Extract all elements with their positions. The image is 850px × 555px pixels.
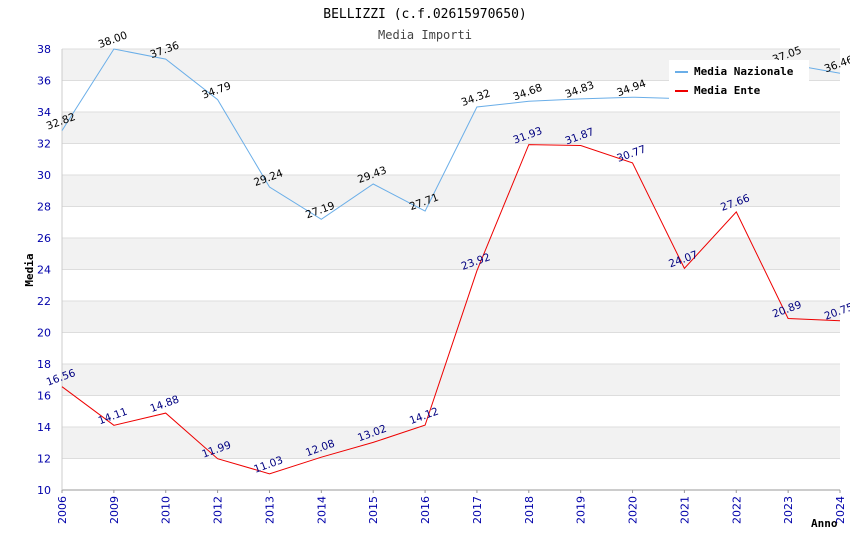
x-tick-label: 2015 — [367, 496, 380, 524]
y-tick-label: 34 — [37, 106, 51, 119]
data-label-media-nazionale: 34.68 — [512, 82, 544, 104]
y-tick-label: 12 — [37, 453, 51, 466]
data-label-media-nazionale: 38.00 — [97, 29, 129, 51]
y-tick-label: 24 — [37, 264, 51, 277]
x-tick-label: 2009 — [108, 496, 121, 524]
x-tick-label: 2014 — [315, 496, 328, 524]
grid-band — [62, 301, 840, 333]
x-tick-label: 2023 — [782, 496, 795, 524]
series-line-media-ente — [61, 144, 841, 475]
x-tick-label: 2024 — [834, 496, 847, 524]
data-label-media-ente: 14.12 — [408, 406, 440, 428]
grid-bands — [62, 49, 840, 459]
chart-title: BELLIZZI (c.f.02615970650) — [323, 7, 527, 22]
grid-band — [62, 238, 840, 270]
y-tick-label: 14 — [37, 421, 51, 434]
gridlines — [62, 48, 840, 491]
data-label-media-ente: 14.88 — [148, 394, 180, 416]
y-tick-label: 22 — [37, 295, 51, 308]
grid-band — [62, 175, 840, 207]
grid-band — [62, 364, 840, 396]
grid-band — [62, 112, 840, 144]
x-tick-label: 2022 — [730, 496, 743, 524]
y-tick-label: 26 — [37, 232, 51, 245]
x-tick-label: 2020 — [627, 496, 640, 524]
x-tick-label: 2010 — [160, 496, 173, 524]
x-tick-labels: 2006 2009 2010 2012 2013 2014 2015 2016 2017 2018… — [56, 490, 847, 524]
x-axis-label: Anno — [811, 517, 838, 530]
x-tick-label: 2016 — [419, 496, 432, 524]
chart-subtitle: Media Importi — [378, 28, 472, 42]
x-tick-label: 2018 — [523, 496, 536, 524]
y-tick-label: 28 — [37, 201, 51, 214]
legend-label-media-ente: Media Ente — [694, 84, 761, 97]
x-tick-label: 2013 — [263, 496, 276, 524]
y-tick-label: 36 — [37, 75, 51, 88]
x-tick-label: 2017 — [471, 496, 484, 524]
x-tick-label: 2021 — [678, 496, 691, 524]
grid-band — [62, 427, 840, 459]
y-axis-label: Media — [23, 253, 36, 286]
data-label-media-ente: 30.77 — [615, 143, 647, 165]
y-tick-label: 30 — [37, 169, 51, 182]
axes — [61, 49, 840, 491]
y-tick-label: 18 — [37, 358, 51, 371]
legend: Media Nazionale Media Ente — [669, 60, 809, 102]
legend-label-media-nazionale: Media Nazionale — [694, 65, 794, 78]
y-tick-label: 32 — [37, 138, 51, 151]
y-tick-label: 10 — [37, 484, 51, 497]
y-tick-label: 38 — [37, 43, 51, 56]
y-tick-label: 20 — [37, 327, 51, 340]
legend-box — [669, 60, 809, 102]
y-tick-label: 16 — [37, 390, 51, 403]
x-tick-label: 2006 — [56, 496, 69, 524]
x-tick-label: 2019 — [575, 496, 588, 524]
y-tick-labels: 10 12 14 16 18 20 22 24 26 28 30 32 34 36 38 — [37, 43, 51, 497]
x-tick-label: 2012 — [212, 496, 225, 524]
data-label-media-nazionale: 34.83 — [563, 79, 595, 101]
